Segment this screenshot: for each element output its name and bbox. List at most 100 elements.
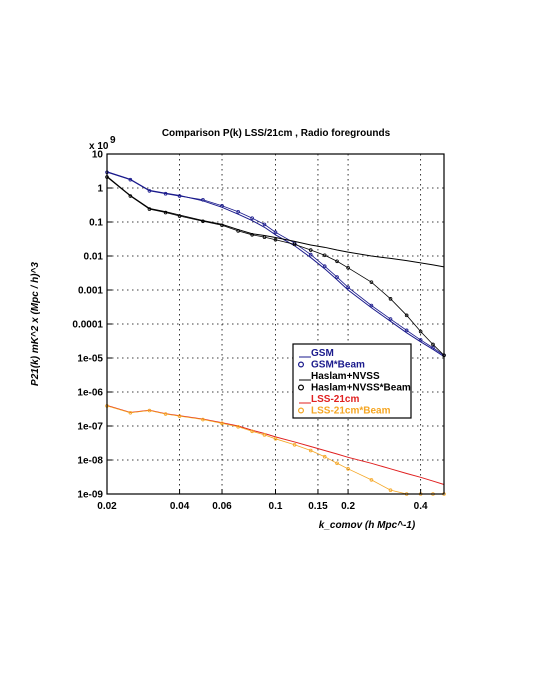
series-haslam-nvss	[106, 175, 445, 268]
series-gsm	[106, 171, 445, 358]
data-point	[128, 194, 133, 198]
data-point	[273, 237, 278, 242]
data-point	[163, 191, 168, 196]
x-tick-label: 0.04	[170, 501, 190, 512]
data-point	[369, 478, 374, 482]
series-line	[106, 175, 445, 268]
x-tick-label: 0.06	[212, 501, 232, 512]
data-point	[308, 248, 313, 252]
data-point	[163, 412, 168, 416]
data-point	[250, 233, 254, 237]
y-tick-label: 1e-09	[77, 490, 103, 501]
data-point	[220, 223, 224, 228]
series-lss-21cm-beam	[105, 404, 446, 496]
data-point	[236, 209, 240, 214]
y-tick-label: 1e-07	[77, 422, 103, 433]
data-point	[369, 303, 374, 308]
data-point	[201, 197, 205, 202]
y-multiplier-exponent: 9	[110, 135, 116, 146]
data-point	[201, 417, 205, 422]
data-point	[388, 488, 393, 492]
legend-label: LSS-21cm	[311, 394, 359, 405]
data-point	[308, 448, 313, 453]
y-tick-label: 0.1	[89, 218, 103, 229]
y-tick-label: 0.01	[84, 252, 104, 263]
data-point	[346, 285, 350, 290]
y-tick-label: 0.001	[78, 286, 103, 297]
legend: GSMGSM*BeamHaslam+NVSSHaslam+NVSS*BeamLS…	[292, 343, 412, 419]
series-marker-trace	[106, 176, 445, 356]
data-point	[418, 329, 423, 334]
axis-ticks: 0.02 0.04 0.06 0.1 0.15 0.2 0.4 10 1 0.1 0.01 0.001…	[72, 150, 428, 513]
data-point	[262, 222, 267, 227]
series-haslam-nvss-beam	[105, 175, 446, 358]
y-tick-label: 1	[97, 184, 103, 195]
data-point	[220, 421, 224, 426]
series-marker-trace	[106, 171, 445, 356]
data-point	[404, 328, 409, 333]
data-point	[404, 313, 409, 318]
data-point	[322, 264, 327, 269]
data-point	[418, 338, 423, 342]
data-point	[147, 207, 152, 211]
data-point	[273, 230, 278, 235]
data-point	[220, 203, 224, 208]
legend-circle-marker	[298, 384, 305, 391]
legend-label: Haslam+NVSS	[311, 371, 380, 382]
data-point	[335, 461, 339, 466]
data-point	[431, 342, 435, 347]
data-point	[201, 219, 205, 224]
data-point	[177, 414, 182, 418]
data-point	[128, 410, 133, 415]
data-series	[105, 170, 446, 496]
data-point	[292, 242, 297, 247]
x-tick-label: 0.2	[341, 501, 355, 512]
data-point	[292, 442, 297, 447]
data-point	[147, 189, 152, 193]
y-tick-label: 10	[92, 150, 104, 161]
data-point	[308, 252, 313, 257]
data-point	[335, 259, 339, 264]
data-point	[273, 437, 278, 441]
data-point	[128, 177, 133, 182]
y-axis-label: P21(k) mK^2 x (Mpc / h)^3	[30, 262, 41, 386]
data-point	[236, 424, 240, 429]
data-point	[250, 429, 254, 434]
data-point	[346, 467, 350, 471]
data-point	[236, 229, 240, 233]
legend-label: Haslam+NVSS*Beam	[311, 383, 411, 394]
y-multiplier-label: x 10	[89, 141, 109, 152]
data-point	[431, 345, 435, 350]
y-tick-label: 1e-08	[77, 456, 103, 467]
legend-circle-marker	[298, 361, 305, 368]
data-point	[177, 214, 182, 218]
data-point	[346, 265, 350, 270]
x-axis-label: k_comov (h Mpc^-1)	[319, 520, 416, 531]
data-point	[250, 216, 254, 220]
y-tick-label: 1e-06	[77, 388, 103, 399]
data-point	[262, 433, 267, 437]
data-point	[322, 454, 327, 459]
legend-box	[292, 343, 412, 419]
series-marker-trace	[106, 405, 444, 495]
x-tick-label: 0.1	[269, 501, 283, 512]
legend-label: GSM*Beam	[311, 360, 365, 371]
legend-circle-marker	[298, 407, 305, 414]
data-point	[177, 194, 182, 198]
data-point	[163, 210, 168, 215]
legend-label: GSM	[311, 348, 334, 359]
series-line	[106, 171, 445, 358]
x-tick-label: 0.15	[308, 501, 328, 512]
data-point	[388, 317, 393, 321]
data-point	[322, 253, 327, 258]
y-tick-label: 0.0001	[72, 320, 103, 331]
legend-label: LSS-21cm*Beam	[311, 406, 391, 417]
data-point	[388, 297, 393, 301]
y-tick-label: 1e-05	[77, 354, 103, 365]
data-point	[147, 408, 152, 413]
series-gsm-beam	[105, 170, 446, 358]
x-tick-label: 0.02	[97, 501, 117, 512]
data-point	[369, 280, 374, 284]
x-tick-label: 0.4	[414, 501, 428, 512]
